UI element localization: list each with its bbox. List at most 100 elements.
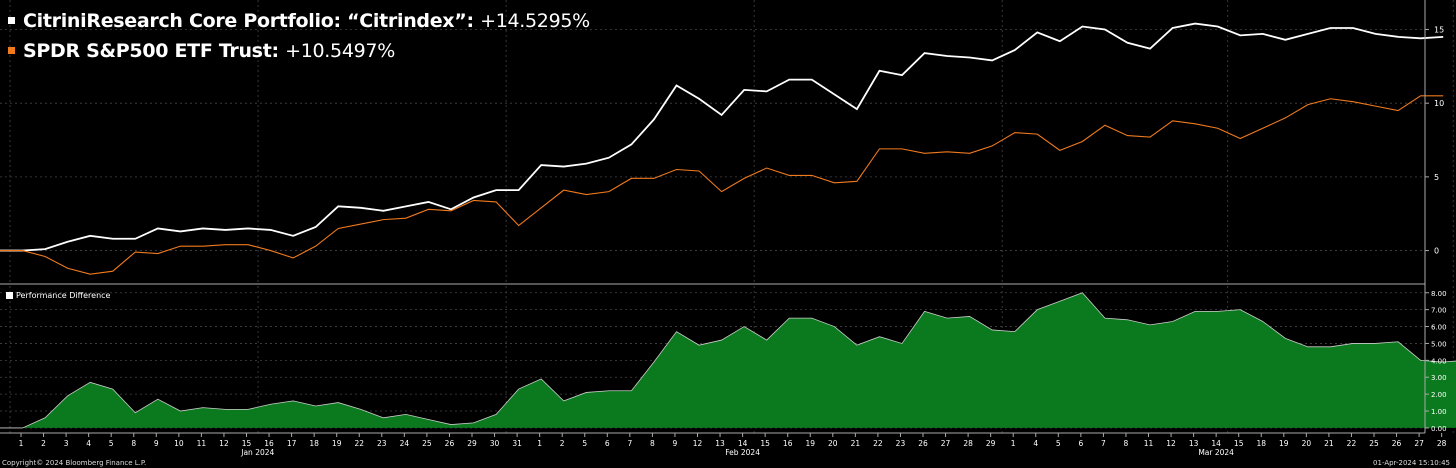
sub-y-tick-label: 6.00 xyxy=(1431,324,1447,332)
spy-series-line xyxy=(0,95,1444,275)
main-y-tick-label: 10 xyxy=(1434,99,1444,108)
legend-citrini-swatch xyxy=(8,16,15,24)
sub-y-ticks: 0.00 1.00 2.00 3.00 4.00 5.00 6.00 7.00 8.00 xyxy=(1425,290,1447,433)
x-tick-label: 19 xyxy=(332,439,342,448)
main-y-ticks: 0 5 10 15 xyxy=(1425,25,1444,256)
x-tick-label: 5 xyxy=(109,439,114,448)
citrini-series-line xyxy=(0,22,1444,252)
x-tick-label: 9 xyxy=(673,439,678,448)
legend-citrini-label: CitriniResearch Core Portfolio: “Citrind… xyxy=(23,10,474,32)
sub-y-tick-label: 8.00 xyxy=(1431,290,1447,298)
x-axis-ticks: 1 2 3 4 5 8 9 10 11 12 15 16 17 18 19 22 23 24 25 26 29 30 31 1… xyxy=(19,433,1447,448)
legend-spy-label: SPDR S&P500 ETF Trust: xyxy=(23,40,279,62)
x-tick-label: 26 xyxy=(1392,439,1402,448)
x-tick-label: 29 xyxy=(467,439,477,448)
x-tick-label: 8 xyxy=(650,439,655,448)
x-tick-label: 15 xyxy=(1234,439,1244,448)
x-tick-label: 7 xyxy=(1101,439,1106,448)
x-tick-label: 20 xyxy=(828,439,838,448)
x-tick-label: 22 xyxy=(354,439,364,448)
x-tick-label: 18 xyxy=(1256,439,1266,448)
x-tick-label: 30 xyxy=(490,439,500,448)
x-tick-label: 1 xyxy=(537,439,542,448)
x-tick-label: 6 xyxy=(605,439,610,448)
x-tick-label: 12 xyxy=(1166,439,1176,448)
x-tick-label: 9 xyxy=(154,439,159,448)
x-tick-label: 11 xyxy=(1144,439,1154,448)
sub-y-tick-label: 3.00 xyxy=(1431,374,1447,382)
x-tick-label: 13 xyxy=(1189,439,1199,448)
x-tick-label: 29 xyxy=(986,439,996,448)
legend-citrini: CitriniResearch Core Portfolio: “Citrind… xyxy=(4,10,590,32)
copyright-text: Copyright© 2024 Bloomberg Finance L.P. xyxy=(2,459,147,467)
sub-y-tick-label: 5.00 xyxy=(1431,340,1447,348)
sub-y-tick-label: 2.00 xyxy=(1431,391,1447,399)
main-y-tick-label: 5 xyxy=(1434,173,1439,182)
x-tick-label: 23 xyxy=(377,439,387,448)
main-y-tick-label: 15 xyxy=(1434,25,1444,34)
x-tick-label: 28 xyxy=(1437,439,1447,448)
x-tick-label: 19 xyxy=(805,439,815,448)
performance-difference-fill xyxy=(0,292,1456,428)
x-tick-label: 12 xyxy=(693,439,703,448)
x-tick-label: 1 xyxy=(19,439,24,448)
month-labels: Jan 2024 Feb 2024 Mar 2024 xyxy=(240,448,1234,457)
sub-legend: Performance Difference xyxy=(6,291,110,300)
legend-spy-swatch xyxy=(8,46,15,54)
x-tick-label: 6 xyxy=(1078,439,1083,448)
sub-y-tick-label: 1.00 xyxy=(1431,408,1447,416)
x-tick-label: 22 xyxy=(873,439,883,448)
sub-legend-swatch xyxy=(6,292,13,299)
x-tick-label: 25 xyxy=(1369,439,1379,448)
x-tick-label: 8 xyxy=(131,439,136,448)
x-tick-label: 23 xyxy=(896,439,906,448)
x-tick-label: 2 xyxy=(560,439,565,448)
x-tick-label: 4 xyxy=(1033,439,1038,448)
performance-difference-line xyxy=(0,292,1456,429)
x-tick-label: 28 xyxy=(963,439,973,448)
x-tick-label: 26 xyxy=(445,439,455,448)
x-tick-label: 5 xyxy=(1056,439,1061,448)
x-tick-label: 18 xyxy=(309,439,319,448)
x-tick-label: 27 xyxy=(941,439,951,448)
sub-y-tick-label: 4.00 xyxy=(1431,357,1447,365)
x-tick-label: 3 xyxy=(64,439,69,448)
x-tick-label: 20 xyxy=(1302,439,1312,448)
month-label: Mar 2024 xyxy=(1198,448,1234,457)
x-tick-label: 14 xyxy=(1211,439,1221,448)
main-y-tick-label: 0 xyxy=(1434,247,1439,256)
sub-y-tick-label: 7.00 xyxy=(1431,307,1447,315)
x-tick-label: 22 xyxy=(1347,439,1357,448)
legend-spy: SPDR S&P500 ETF Trust: +10.5497% xyxy=(4,40,395,62)
x-tick-label: 17 xyxy=(287,439,297,448)
sub-legend-label: Performance Difference xyxy=(16,291,111,300)
x-tick-label: 15 xyxy=(242,439,252,448)
x-tick-label: 10 xyxy=(174,439,184,448)
x-tick-label: 11 xyxy=(197,439,207,448)
timestamp-text: 01-Apr-2024 15:10:45 xyxy=(1373,459,1450,467)
x-tick-label: 13 xyxy=(715,439,725,448)
x-tick-label: 12 xyxy=(219,439,229,448)
x-tick-label: 5 xyxy=(582,439,587,448)
legend-spy-value: +10.5497% xyxy=(285,40,395,62)
main-grid xyxy=(0,0,1454,283)
sub-y-tick-label: 0.00 xyxy=(1431,425,1447,433)
main-series xyxy=(0,22,1444,275)
x-tick-label: 21 xyxy=(1324,439,1334,448)
x-tick-label: 16 xyxy=(264,439,274,448)
x-tick-label: 7 xyxy=(627,439,632,448)
month-label: Jan 2024 xyxy=(240,448,274,457)
performance-difference-area xyxy=(0,292,1456,429)
x-tick-label: 2 xyxy=(41,439,46,448)
x-tick-label: 8 xyxy=(1124,439,1129,448)
x-tick-label: 27 xyxy=(1414,439,1424,448)
x-tick-label: 19 xyxy=(1279,439,1289,448)
legend-citrini-value: +14.5295% xyxy=(480,10,590,32)
x-tick-label: 31 xyxy=(512,439,522,448)
x-tick-label: 25 xyxy=(422,439,432,448)
x-tick-label: 26 xyxy=(918,439,928,448)
x-tick-label: 16 xyxy=(783,439,793,448)
x-tick-label: 24 xyxy=(400,439,410,448)
x-tick-label: 21 xyxy=(851,439,861,448)
